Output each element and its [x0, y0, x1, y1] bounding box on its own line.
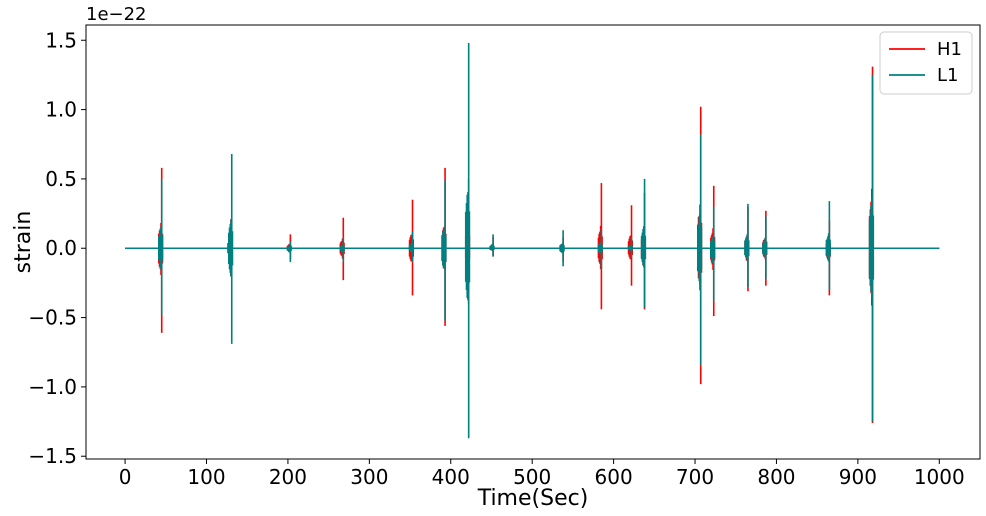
y-tick-label: −0.5: [28, 306, 77, 330]
legend-label-l1: L1: [937, 65, 958, 86]
legend-box: [879, 31, 973, 95]
series-l1-burst: [696, 134, 703, 365]
y-tick-label: 0.0: [45, 236, 77, 260]
x-tick-label: 800: [757, 465, 795, 489]
y-tick-label: 1.0: [45, 98, 77, 122]
series-l1-burst: [286, 241, 292, 263]
series-l1-burst: [744, 203, 750, 288]
series-h1: [125, 66, 940, 423]
series-l1-burst: [597, 228, 603, 270]
x-tick-label: 100: [187, 465, 225, 489]
series-l1-burst: [489, 234, 495, 257]
series-l1-burst: [157, 178, 164, 315]
x-tick-label: 900: [839, 465, 877, 489]
x-tick-label: 500: [513, 465, 551, 489]
x-tick-label: 1000: [914, 465, 965, 489]
plot-area: [125, 43, 940, 439]
series-l1-burst: [627, 237, 634, 258]
y-axis: −1.5 −1.0 −0.5 0.0 0.5 1.0 1.5: [28, 28, 86, 468]
series-l1-burst: [408, 231, 415, 263]
series-l1-burst: [762, 216, 768, 279]
series-l1-burst: [464, 43, 471, 439]
y-tick-label: −1.5: [28, 444, 77, 468]
x-axis-label: Time(Sec): [477, 486, 589, 511]
y-tick-label: −1.0: [28, 375, 77, 399]
x-tick-label: 0: [119, 465, 132, 489]
y-tick-label: 1.5: [45, 28, 77, 52]
x-axis: 0 100 200 300 400 500 600 700 800 900 1000: [119, 459, 965, 489]
series-l1-burst: [710, 206, 716, 301]
axes-frame: [85, 24, 981, 460]
series-l1: [125, 43, 940, 439]
y-tick-label: 0.5: [45, 167, 77, 191]
legend-label-h1: H1: [937, 39, 962, 60]
y-axis-label: strain: [11, 211, 36, 274]
x-tick-label: 400: [432, 465, 470, 489]
series-l1-burst: [559, 230, 565, 267]
series-l1-burst: [640, 178, 647, 308]
y-offset-label: 1e−22: [86, 4, 147, 25]
series-l1-burst: [228, 153, 234, 344]
x-tick-label: 200: [269, 465, 307, 489]
series-l1-burst: [825, 201, 831, 290]
series-l1-burst: [441, 180, 447, 321]
x-tick-label: 700: [676, 465, 714, 489]
series-l1-burst: [868, 74, 875, 422]
series-l1-burst: [339, 237, 345, 263]
x-tick-label: 600: [595, 465, 633, 489]
x-tick-label: 300: [350, 465, 388, 489]
